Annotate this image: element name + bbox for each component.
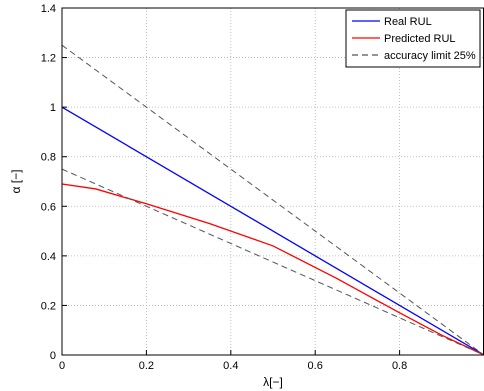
- legend-label: accuracy limit 25%: [384, 50, 476, 62]
- y-tick-label: 0.4: [41, 251, 56, 263]
- legend: Real RUL Predicted RUL accuracy limit 25%: [345, 9, 481, 68]
- series-line-0: [61, 106, 484, 356]
- x-axis-label: λ[−]: [263, 375, 283, 389]
- y-tick-label: 1.2: [41, 53, 56, 65]
- series-line-3: [61, 168, 484, 356]
- y-tick-label: 0.6: [41, 201, 56, 213]
- y-tick-label: 1: [50, 102, 56, 114]
- x-tick-label: 0.2: [139, 360, 154, 372]
- x-tick-label: 0.6: [308, 360, 323, 372]
- series-line-2: [61, 44, 484, 356]
- y-axis-label: α [−]: [9, 170, 23, 194]
- y-tick-label: 0.2: [41, 300, 56, 312]
- x-tick-label: 0.4: [223, 360, 238, 372]
- legend-label: Real RUL: [384, 16, 432, 28]
- y-tick-label: 0.8: [41, 152, 56, 164]
- y-tick-label: 0: [50, 350, 56, 362]
- legend-label: Predicted RUL: [384, 33, 456, 45]
- series-lines: [61, 44, 484, 356]
- x-tick-label: 0: [59, 360, 65, 372]
- series-line-1: [61, 183, 484, 356]
- y-tick-label: 1.4: [41, 3, 56, 15]
- x-tick-label: 0.8: [392, 360, 407, 372]
- ticks: 0 0.2 0.4 0.6 0.8 0 0.2 0.4 0.6 0.8 1 1.2 1.4: [41, 3, 408, 372]
